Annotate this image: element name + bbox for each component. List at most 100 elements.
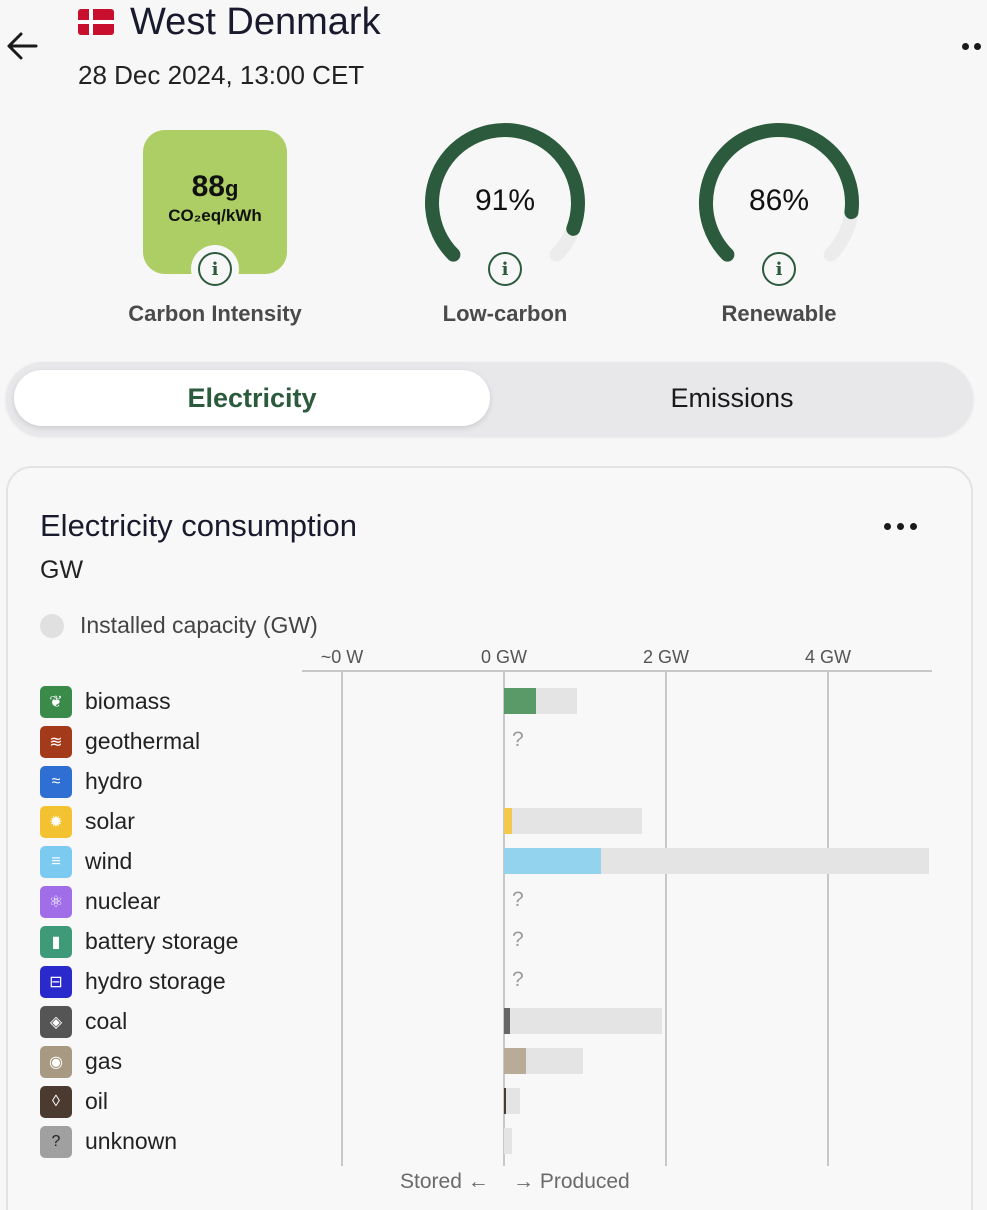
source-row-hydro-storage[interactable]: ⊟ hydro storage? — [40, 966, 940, 998]
source-label: hydro storage — [85, 968, 226, 994]
source-row-wind[interactable]: ≡ wind — [40, 846, 940, 878]
source-row-nuclear[interactable]: ⚛ nuclear? — [40, 886, 940, 918]
back-button[interactable] — [4, 28, 40, 64]
value-bar — [504, 1048, 526, 1074]
source-label: geothermal — [85, 728, 201, 754]
water-waves-icon: ≈ — [40, 766, 72, 798]
source-row-solar[interactable]: ✹ solar — [40, 806, 940, 838]
arrow-right-icon: → — [513, 1170, 534, 1193]
carbon-intensity-label: Carbon Intensity — [128, 301, 302, 326]
grid-line — [665, 672, 667, 1166]
arrow-left-icon: ← — [467, 1170, 489, 1193]
source-label: unknown — [85, 1128, 178, 1154]
value-bar — [504, 1008, 511, 1034]
carbon-intensity-unit-suffix: g — [224, 176, 239, 201]
reservoir-icon: ⊟ — [40, 966, 72, 998]
tab-emissions[interactable]: Emissions — [670, 382, 794, 413]
tab-electricity[interactable]: Electricity — [14, 370, 490, 426]
capacity-bar — [504, 1088, 521, 1114]
source-row-hydro[interactable]: ≈ hydro — [40, 766, 940, 798]
card-title: Electricity consumption — [40, 508, 358, 543]
atom-icon: ⚛ — [40, 886, 72, 918]
carbon-intensity-value: 88 — [191, 170, 225, 203]
unknown-value-marker: ? — [512, 968, 524, 991]
carbon-intensity-info-button[interactable]: i — [191, 245, 239, 293]
unknown-value-marker: ? — [512, 888, 524, 911]
legend-swatch — [40, 613, 64, 638]
zone-title: West Denmark — [130, 1, 381, 43]
info-icon: i — [488, 252, 522, 286]
battery-icon: ▮ — [40, 926, 72, 958]
datetime-label: 28 Dec 2024, 13:00 CET — [78, 60, 365, 90]
source-label: nuclear — [85, 888, 161, 914]
sun-icon: ✹ — [40, 806, 72, 838]
oil-drop-icon: ◊ — [40, 1086, 72, 1118]
carbon-intensity-unit: CO₂eq/kWh — [168, 206, 262, 225]
wind-icon: ≡ — [40, 846, 72, 878]
more-options-button[interactable] — [962, 36, 987, 56]
grid-line — [503, 672, 505, 1166]
dot-icon — [974, 42, 981, 50]
coal-icon: ◈ — [40, 1006, 72, 1038]
source-label: biomass — [85, 688, 171, 714]
flame-icon: ◉ — [40, 1046, 72, 1078]
capacity-bar — [504, 1008, 662, 1034]
low-carbon-label: Low-carbon — [442, 301, 568, 326]
renewable-gauge — [699, 123, 859, 262]
dot-icon — [910, 522, 917, 530]
grid-line — [341, 672, 343, 1166]
capacity-legend: Installed capacity (GW) — [40, 612, 318, 639]
stored-label: Stored ← — [400, 1170, 489, 1193]
axis-tick-label: 2 GW — [642, 647, 690, 667]
source-row-geothermal[interactable]: ≋ geothermal? — [40, 726, 940, 758]
capacity-bar — [504, 808, 642, 834]
source-row-oil[interactable]: ◊ oil — [40, 1086, 940, 1118]
renewable-label: Renewable — [721, 301, 837, 326]
card-more-options-button[interactable] — [884, 516, 924, 536]
source-label: hydro — [85, 768, 143, 794]
axis-tick-label: ~0 W — [320, 647, 364, 667]
source-label: oil — [85, 1088, 109, 1114]
mode-toggle: Electricity Emissions — [6, 362, 973, 436]
dot-icon — [897, 522, 904, 530]
value-bar — [504, 848, 602, 874]
info-icon: i — [762, 252, 796, 286]
consumption-card: Electricity consumption GW Installed cap… — [6, 466, 973, 1210]
unknown-value-marker: ? — [512, 728, 524, 751]
axis-line — [302, 670, 932, 672]
value-bar — [504, 1088, 506, 1114]
grid-line — [827, 672, 829, 1166]
source-label: battery storage — [85, 928, 239, 954]
source-row-biomass[interactable]: ❦ biomass — [40, 686, 940, 718]
source-row-battery-storage[interactable]: ▮ battery storage? — [40, 926, 940, 958]
dot-icon — [884, 522, 891, 530]
value-bar — [504, 808, 513, 834]
heat-waves-icon: ≋ — [40, 726, 72, 758]
source-label: wind — [85, 848, 133, 874]
source-row-gas[interactable]: ◉ gas — [40, 1046, 940, 1078]
unknown-value-marker: ? — [512, 928, 524, 951]
info-icon: i — [198, 252, 232, 286]
source-label: gas — [85, 1048, 123, 1074]
axis-tick-label: 4 GW — [804, 647, 852, 667]
source-label: solar — [85, 808, 135, 834]
axis-tick-label: 0 GW — [480, 647, 528, 667]
source-row-coal[interactable]: ◈ coal — [40, 1006, 940, 1038]
card-unit: GW — [40, 556, 84, 584]
source-label: coal — [85, 1008, 128, 1034]
low-carbon-info-button[interactable]: i — [481, 245, 529, 293]
renewable-info-button[interactable]: i — [755, 245, 803, 293]
question-icon: ? — [40, 1126, 72, 1158]
renewable-value: 86% — [748, 184, 810, 217]
low-carbon-value: 91% — [474, 184, 536, 217]
arrow-left-icon — [7, 32, 38, 60]
source-row-unknown[interactable]: ? unknown — [40, 1126, 940, 1158]
dot-icon — [962, 42, 969, 50]
value-bar — [504, 688, 537, 714]
sprout-icon: ❦ — [40, 686, 72, 718]
produced-label: → Produced — [513, 1170, 630, 1193]
low-carbon-gauge — [425, 123, 585, 262]
legend-label: Installed capacity (GW) — [80, 612, 318, 638]
denmark-flag-icon — [78, 9, 114, 35]
capacity-bar — [504, 1128, 513, 1154]
